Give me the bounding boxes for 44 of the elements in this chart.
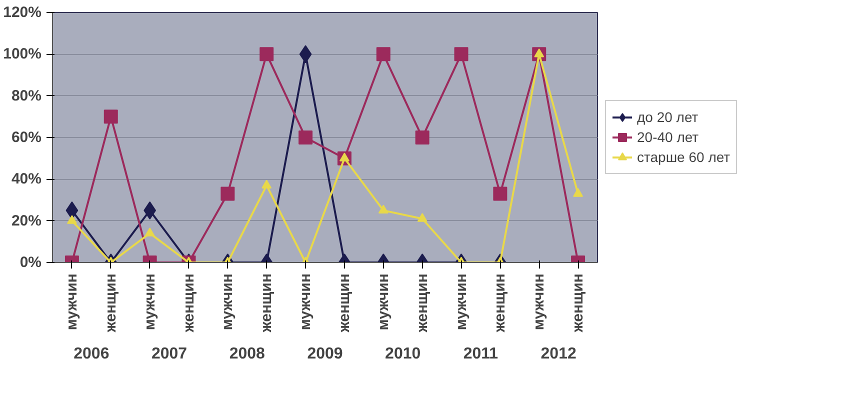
point	[573, 188, 584, 197]
x-tick-label: мужчин	[374, 273, 392, 330]
text: 2007	[151, 346, 188, 362]
x-tick-label: женщин	[570, 273, 587, 334]
point	[378, 204, 388, 214]
y-tick-label: 20%	[11, 212, 42, 230]
text: 2006	[74, 346, 110, 362]
x-tick-label: мужчин	[530, 273, 548, 330]
text: 2012	[540, 346, 576, 362]
legend-label: старше 60 лет	[637, 149, 730, 165]
y-tick-label: 120%	[3, 4, 42, 21]
x-tick-label: женщин	[492, 273, 509, 334]
y-tick-label: 60%	[11, 129, 42, 146]
point	[298, 130, 313, 144]
x-tick-label: мужчин	[219, 273, 236, 330]
x-tick-label: мужчин	[297, 273, 314, 330]
point	[262, 180, 272, 189]
point	[144, 228, 155, 236]
text: 2011	[463, 346, 498, 362]
x-tick-label: женщин	[336, 273, 353, 334]
y-tick-label: 0%	[20, 254, 42, 271]
x-tick-label: мужчин	[452, 273, 470, 330]
point	[454, 47, 468, 62]
x-tick-label: женщин	[258, 273, 276, 334]
point	[299, 45, 312, 64]
y-tick-label: 40%	[11, 170, 42, 188]
point	[260, 47, 274, 62]
point	[376, 47, 390, 62]
point	[104, 110, 118, 124]
x-tick-label: мужчин	[63, 273, 80, 330]
x-tick-label: женщин	[180, 273, 198, 334]
x-tick-label: мужчин	[141, 273, 158, 330]
y-tick-label: 100%	[3, 46, 42, 63]
y-tick-label: 80%	[11, 87, 42, 104]
x-tick-label: женщин	[102, 273, 120, 334]
point	[417, 213, 428, 222]
legend-label: 20-40 лет	[637, 129, 699, 145]
text: 2010	[385, 346, 421, 362]
x-tick-label: женщин	[414, 273, 431, 334]
legend-label: до 20 лет	[637, 109, 698, 125]
point	[66, 215, 77, 224]
text: 2009	[307, 346, 343, 362]
point	[415, 130, 430, 144]
text: 2008	[229, 346, 266, 362]
